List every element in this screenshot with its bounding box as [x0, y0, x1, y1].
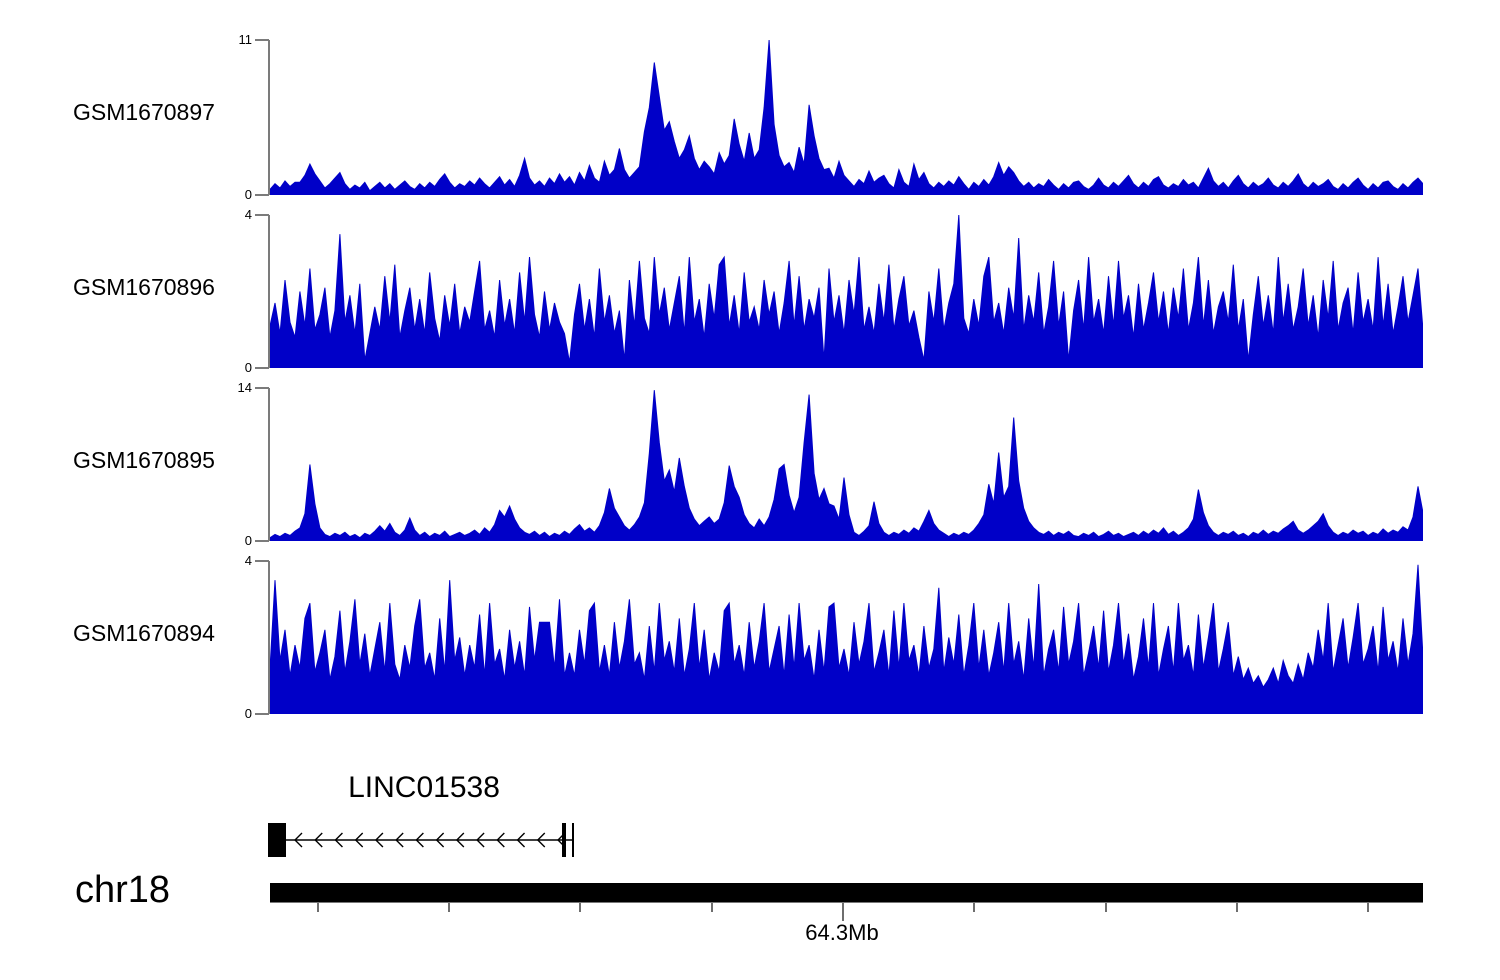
strand-arrow-left-icon [496, 832, 505, 848]
strand-arrow-left-icon [415, 832, 424, 848]
y-axis-top-tick [255, 214, 269, 216]
y-axis-zero-tick [255, 540, 269, 542]
axis-minor-tick [1105, 903, 1107, 912]
strand-arrow-left-icon [435, 832, 445, 848]
strand-arrow-left-icon [314, 832, 323, 848]
track-label: GSM1670894 [73, 620, 215, 646]
y-axis-max-label: 11 [238, 32, 253, 47]
y-axis-line [268, 388, 270, 541]
axis-minor-tick [711, 903, 713, 912]
axis-minor-tick [1367, 903, 1369, 912]
y-axis-zero-tick [255, 713, 269, 715]
strand-arrow-left-icon [334, 832, 343, 848]
y-axis-zero-tick [255, 367, 269, 369]
position-tick-label: 64.3Mb [805, 920, 879, 945]
y-axis-line [268, 215, 270, 368]
y-axis-max-label: 14 [237, 380, 252, 395]
strand-arrow-left-icon [516, 832, 526, 848]
chromosome-name-label: chr18 [75, 869, 171, 911]
gene-exon-right-thin [572, 823, 574, 857]
y-axis-line [268, 40, 270, 195]
coverage-signal-GSM1670895 [270, 390, 1423, 541]
y-axis-zero-tick [255, 194, 269, 196]
strand-arrow-left-icon [354, 832, 364, 848]
y-axis-zero-label: 0 [244, 533, 252, 548]
gene-name-label: LINC01538 [348, 771, 500, 804]
strand-arrow-left-icon [294, 832, 303, 848]
y-axis-zero-label: 0 [244, 706, 252, 721]
y-axis-top-tick [255, 560, 269, 562]
y-axis-top-tick [255, 387, 269, 389]
y-axis-line [268, 561, 270, 714]
strand-arrow-left-icon [536, 832, 546, 848]
strand-arrow-left-icon [374, 832, 384, 848]
strand-arrow-left-icon [557, 832, 566, 848]
y-axis-max-label: 4 [244, 553, 252, 568]
track-label: GSM1670897 [73, 99, 215, 125]
axis-minor-tick [1236, 903, 1238, 912]
y-axis-zero-label: 0 [244, 187, 252, 202]
axis-minor-tick [448, 903, 450, 912]
coverage-signal-GSM1670897 [270, 40, 1423, 195]
coverage-signal-GSM1670894 [270, 564, 1423, 714]
strand-arrow-left-icon [476, 832, 485, 848]
coverage-signal-GSM1670896 [270, 215, 1423, 368]
track-label: GSM1670895 [73, 447, 215, 473]
axis-minor-tick [973, 903, 975, 912]
axis-minor-tick [579, 903, 581, 912]
y-axis-top-tick [255, 39, 269, 41]
axis-major-tick [842, 903, 844, 921]
gene-exon-left [268, 823, 286, 857]
track-label: GSM1670896 [73, 274, 215, 300]
axis-minor-tick [317, 903, 319, 912]
y-axis-max-label: 4 [244, 207, 252, 222]
gene-model-diagram [268, 823, 574, 857]
gene-exon-right-thick [562, 823, 566, 857]
strand-arrow-left-icon [455, 832, 465, 848]
y-axis-zero-label: 0 [244, 360, 252, 375]
strand-arrow-left-icon [395, 832, 404, 848]
chromosome-ideogram-bar [270, 883, 1423, 903]
